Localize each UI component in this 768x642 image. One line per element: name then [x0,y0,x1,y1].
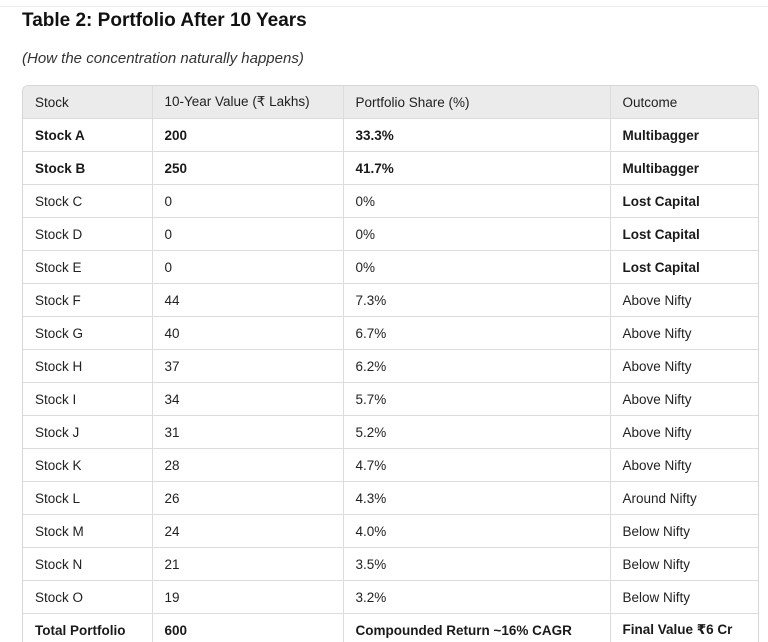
table-row: Stock H 37 6.2% Above Nifty [23,349,758,383]
cell-outcome: Below Nifty [610,580,758,614]
cell-stock: Stock E [23,250,153,284]
table-header-row: Stock 10-Year Value (₹ Lakhs) Portfolio … [23,86,758,119]
cell-value: 28 [152,448,344,482]
cell-share: 0% [343,184,611,218]
table-row: Stock M 24 4.0% Below Nifty [23,514,758,548]
cell-outcome: Above Nifty [610,349,758,383]
cell-outcome: Lost Capital [610,184,758,218]
cell-outcome: Above Nifty [610,415,758,449]
cell-stock: Stock J [23,415,153,449]
cell-outcome: Lost Capital [610,250,758,284]
header-outcome: Outcome [610,86,758,119]
cell-stock: Stock K [23,448,153,482]
cell-value: 0 [152,250,344,284]
cell-share: 7.3% [343,283,611,317]
header-value: 10-Year Value (₹ Lakhs) [152,86,344,119]
cell-stock: Stock F [23,283,153,317]
cell-value: 44 [152,283,344,317]
cell-stock: Total Portfolio [23,613,153,642]
cell-value: 26 [152,481,344,515]
cell-value: 0 [152,217,344,251]
cell-value: 600 [152,613,344,642]
table-row: Stock N 21 3.5% Below Nifty [23,547,758,581]
table-row: Stock B 250 41.7% Multibagger [23,151,758,185]
cell-stock: Stock I [23,382,153,416]
cell-outcome: Above Nifty [610,316,758,350]
cell-stock: Stock O [23,580,153,614]
cell-share: 33.3% [343,118,611,152]
cell-value: 40 [152,316,344,350]
cell-share: 3.5% [343,547,611,581]
cell-value: 34 [152,382,344,416]
cell-outcome: Above Nifty [610,382,758,416]
table-body: Stock A 200 33.3% Multibagger Stock B 250 41.7… [23,118,758,642]
table-title: Table 2: Portfolio After 10 Years [22,10,307,31]
cell-share: 4.7% [343,448,611,482]
table-row: Stock I 34 5.7% Above Nifty [23,382,758,416]
cell-share: 4.3% [343,481,611,515]
cell-share: 3.2% [343,580,611,614]
cell-value: 0 [152,184,344,218]
cell-share: 6.7% [343,316,611,350]
cell-value: 24 [152,514,344,548]
cell-share: 6.2% [343,349,611,383]
header-stock: Stock [23,86,153,119]
cell-share: 41.7% [343,151,611,185]
table-row: Stock J 31 5.2% Above Nifty [23,415,758,449]
cell-stock: Stock G [23,316,153,350]
cell-outcome: Above Nifty [610,448,758,482]
table-row: Stock K 28 4.7% Above Nifty [23,448,758,482]
table-row: Stock G 40 6.7% Above Nifty [23,316,758,350]
cell-stock: Stock N [23,547,153,581]
header-share: Portfolio Share (%) [343,86,611,119]
cell-outcome: Lost Capital [610,217,758,251]
table-row: Stock A 200 33.3% Multibagger [23,118,758,152]
cell-value: 37 [152,349,344,383]
table-row: Stock E 0 0% Lost Capital [23,250,758,284]
cell-share: 5.2% [343,415,611,449]
cell-outcome: Below Nifty [610,547,758,581]
table-row: Stock L 26 4.3% Around Nifty [23,481,758,515]
cell-share: 4.0% [343,514,611,548]
cell-outcome: Below Nifty [610,514,758,548]
table-row: Stock O 19 3.2% Below Nifty [23,580,758,614]
cell-stock: Stock L [23,481,153,515]
cell-outcome: Multibagger [610,151,758,185]
cell-stock: Stock B [23,151,153,185]
portfolio-table-container: Stock 10-Year Value (₹ Lakhs) Portfolio … [22,85,759,642]
cell-share: 0% [343,217,611,251]
cell-share: Compounded Return ~16% CAGR [343,613,611,642]
cell-share: 0% [343,250,611,284]
table-row: Stock C 0 0% Lost Capital [23,184,758,218]
cell-outcome: Around Nifty [610,481,758,515]
portfolio-table: Stock 10-Year Value (₹ Lakhs) Portfolio … [23,86,758,642]
cell-stock: Stock C [23,184,153,218]
cell-value: 250 [152,151,344,185]
cell-share: 5.7% [343,382,611,416]
cell-value: 200 [152,118,344,152]
cell-stock: Stock A [23,118,153,152]
cell-value: 19 [152,580,344,614]
table-row: Stock F 44 7.3% Above Nifty [23,283,758,317]
cell-value: 21 [152,547,344,581]
top-divider [0,6,768,7]
cell-value: 31 [152,415,344,449]
cell-outcome: Final Value ₹6 Cr [610,613,758,642]
cell-outcome: Above Nifty [610,283,758,317]
cell-stock: Stock M [23,514,153,548]
cell-outcome: Multibagger [610,118,758,152]
table-row: Stock D 0 0% Lost Capital [23,217,758,251]
table-subtitle: (How the concentration naturally happens… [22,50,304,67]
table-row: Total Portfolio 600 Compounded Return ~16%… [23,613,758,642]
cell-stock: Stock H [23,349,153,383]
cell-stock: Stock D [23,217,153,251]
